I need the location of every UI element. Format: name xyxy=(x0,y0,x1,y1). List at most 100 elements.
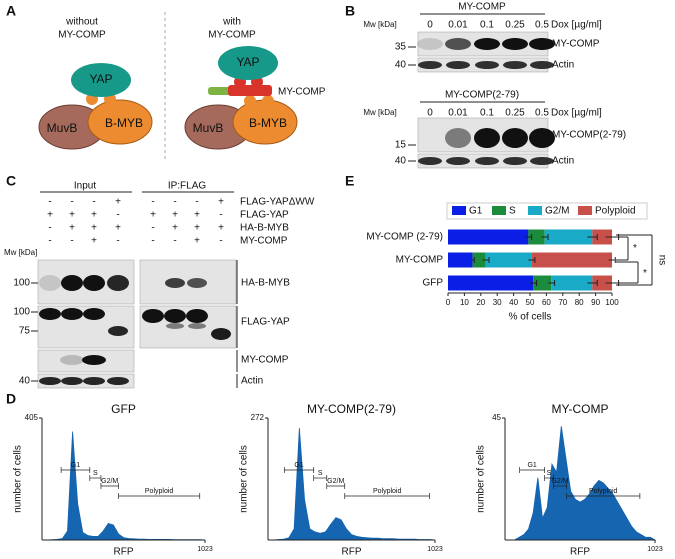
sign: - xyxy=(48,236,51,247)
band-label: Actin xyxy=(552,60,574,71)
blot-band xyxy=(503,157,527,165)
condition-label: MY-COMP xyxy=(58,30,106,41)
band-label: FLAG-YAP xyxy=(241,317,290,328)
condition-label: without xyxy=(65,17,98,28)
legend-label: G1 xyxy=(469,206,483,217)
blot-band xyxy=(39,308,61,320)
bar-segment xyxy=(448,275,534,291)
significance: * xyxy=(633,243,637,254)
gate-label: G1 xyxy=(294,462,303,469)
gate-label: S xyxy=(93,470,98,477)
x-tick-label: 100 xyxy=(605,298,619,307)
x-tick-label: 40 xyxy=(509,298,518,307)
histogram xyxy=(42,431,206,541)
blot-band xyxy=(475,157,499,165)
blot-band xyxy=(61,377,83,385)
sign: + xyxy=(115,197,121,208)
x-tick-label: 90 xyxy=(591,298,600,307)
category-label: MY-COMP (2-79) xyxy=(366,232,443,243)
axis-label: RFP xyxy=(570,547,590,558)
bar-segment xyxy=(544,229,593,245)
sign: + xyxy=(218,223,224,234)
blot-band xyxy=(61,308,83,320)
bar-segment xyxy=(448,229,529,245)
mw-marker: 100 xyxy=(13,307,30,318)
bar-segment xyxy=(485,252,532,268)
axis-label: % of cells xyxy=(509,312,552,323)
blot-band xyxy=(503,61,527,69)
sign: - xyxy=(173,197,176,208)
dose-label: 0.01 xyxy=(448,20,468,31)
mw-label: Mw [kDa] xyxy=(4,248,37,257)
bmyb-domain xyxy=(262,95,274,107)
mycomp-tail xyxy=(208,87,232,95)
histogram xyxy=(268,427,436,541)
band-label: MY-COMP xyxy=(552,39,600,50)
sign: - xyxy=(70,197,73,208)
yap xyxy=(71,63,131,97)
sign: + xyxy=(218,197,224,208)
band-label: Actin xyxy=(552,156,574,167)
axis-label: number of cells xyxy=(476,445,487,513)
blot-band xyxy=(529,128,555,148)
blot-band xyxy=(502,128,528,148)
histogram xyxy=(505,426,657,541)
sign: - xyxy=(195,197,198,208)
y-tick-label: 405 xyxy=(25,413,39,422)
gate-label: G1 xyxy=(71,462,80,469)
x-tick-label: 1023 xyxy=(197,546,213,553)
y-tick-label: 45 xyxy=(492,413,501,422)
bar-segment xyxy=(472,252,486,268)
blot-band xyxy=(502,38,528,50)
blot-band xyxy=(142,309,164,323)
blot-band xyxy=(107,275,129,291)
panel-label: E xyxy=(345,173,354,189)
chart-title: GFP xyxy=(111,402,136,416)
blot-band xyxy=(61,275,83,291)
blot-band xyxy=(530,157,554,165)
bar-segment xyxy=(592,275,612,291)
blot-band xyxy=(166,323,184,329)
blot-band xyxy=(529,38,555,50)
sign: + xyxy=(69,210,75,221)
blot-band xyxy=(164,309,186,323)
blot-band xyxy=(107,377,129,385)
legend-frame xyxy=(446,202,648,220)
sign: + xyxy=(91,236,97,247)
sign: - xyxy=(151,223,154,234)
bar-segment xyxy=(528,229,545,245)
sign: + xyxy=(115,223,121,234)
protein-label: YAP xyxy=(236,55,259,69)
significance: ns xyxy=(656,255,667,266)
sign: - xyxy=(48,197,51,208)
panel-label: A xyxy=(6,3,16,19)
sign: - xyxy=(219,236,222,247)
band-label: Actin xyxy=(241,376,263,387)
blot-band xyxy=(39,377,61,385)
blot-band xyxy=(530,61,554,69)
x-tick-label: 80 xyxy=(575,298,584,307)
bar-segment xyxy=(592,229,612,245)
legend-label: S xyxy=(509,206,516,217)
protein-label: B-MYB xyxy=(249,116,287,130)
condition-label: with xyxy=(222,17,241,28)
x-tick-label: 50 xyxy=(526,298,535,307)
dose-label: 0.5 xyxy=(535,20,549,31)
gate-label: Polyploid xyxy=(145,488,174,495)
row-label: MY-COMP xyxy=(240,236,288,247)
legend-swatch xyxy=(528,206,542,215)
sign: + xyxy=(91,210,97,221)
chart-title: MY-COMP(2-79) xyxy=(307,402,396,416)
x-tick-label: 30 xyxy=(493,298,502,307)
bmyb xyxy=(87,99,153,145)
x-tick-label: 0 xyxy=(446,298,451,307)
band-label: MY-COMP xyxy=(241,355,289,366)
group-label: Input xyxy=(74,181,96,192)
chart-title: MY-COMP xyxy=(552,402,609,416)
blot-band xyxy=(445,128,471,148)
band-label: MY-COMP(2-79) xyxy=(552,130,626,141)
blot-band xyxy=(474,38,500,50)
dose-unit: Dox [µg/ml] xyxy=(551,108,602,119)
dose-unit: Dox [µg/ml] xyxy=(551,20,602,31)
